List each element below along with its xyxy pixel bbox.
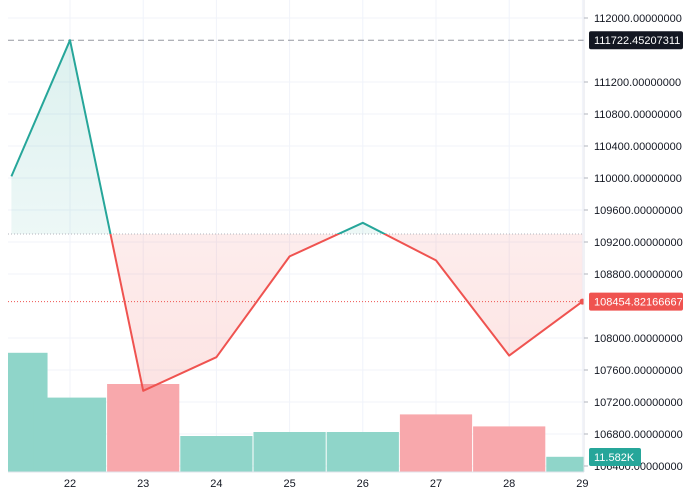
price-axis-label: 110800.00000000 (594, 109, 682, 121)
price-axis-label: 108800.00000000 (594, 269, 683, 281)
line-above-baseline (10, 39, 387, 234)
price-area (11, 40, 583, 391)
volume-bar (399, 414, 473, 472)
reference-lines (8, 39, 584, 303)
volume-bar (180, 436, 253, 472)
time-axis-label: 29 (576, 478, 588, 490)
last-price-dot (579, 298, 584, 305)
area-above-baseline (11, 40, 583, 234)
volume-bar (33, 397, 107, 472)
time-axis-label: 23 (137, 478, 149, 490)
series-line-down (109, 234, 583, 392)
volume-tag-text: 11.582K (594, 452, 635, 464)
price-axis-label: 106800.00000000 (594, 429, 683, 441)
price-axis-label: 109200.00000000 (594, 237, 683, 249)
volume-tag-background (589, 448, 641, 466)
time-axis-label: 28 (503, 478, 515, 490)
price-axis-label: 111200.00000000 (594, 77, 681, 89)
price-axis-label: 112000.00000000 (594, 13, 682, 25)
volume-bar (253, 432, 326, 472)
last-price-tag-text: 108454.82166667 (594, 297, 683, 309)
price-axis-label: 109600.00000000 (594, 205, 683, 217)
volume-bar (546, 456, 584, 472)
last-price-tag: 108454.82166667 (589, 292, 683, 311)
volume-bar (473, 426, 546, 472)
volume-bar (326, 432, 399, 472)
line-below-baseline (109, 234, 583, 392)
high-price-tag: 111722.45207311 (589, 31, 683, 50)
time-axis-label: 24 (210, 478, 222, 490)
axes: 112000.00000000 111200.00000000 110800.000… (8, 0, 683, 490)
price-axis-label: 110400.00000000 (594, 141, 682, 153)
last-price-tag-background (589, 292, 683, 311)
volume-bar (107, 384, 180, 472)
time-axis-label: 27 (430, 478, 442, 490)
price-axis-label: 110000.00000000 (594, 173, 682, 185)
price-axis-label: 108000.00000000 (594, 333, 683, 345)
series-line-up (10, 39, 387, 234)
volume-tag: 11.582K (589, 448, 641, 466)
time-axis-label: 26 (357, 478, 369, 490)
time-axis-label: 22 (64, 478, 76, 490)
high-price-tag-background (589, 31, 683, 50)
area-below-baseline (11, 234, 583, 391)
price-axis-label: 107200.00000000 (594, 397, 683, 409)
price-line (10, 39, 584, 392)
time-axis-label: 25 (283, 478, 295, 490)
high-price-tag-text: 111722.45207311 (594, 35, 680, 47)
price-axis-label: 107600.00000000 (594, 365, 683, 377)
area-fill-up (11, 40, 583, 234)
area-fill-down (11, 234, 583, 391)
volume-bars (8, 352, 584, 472)
